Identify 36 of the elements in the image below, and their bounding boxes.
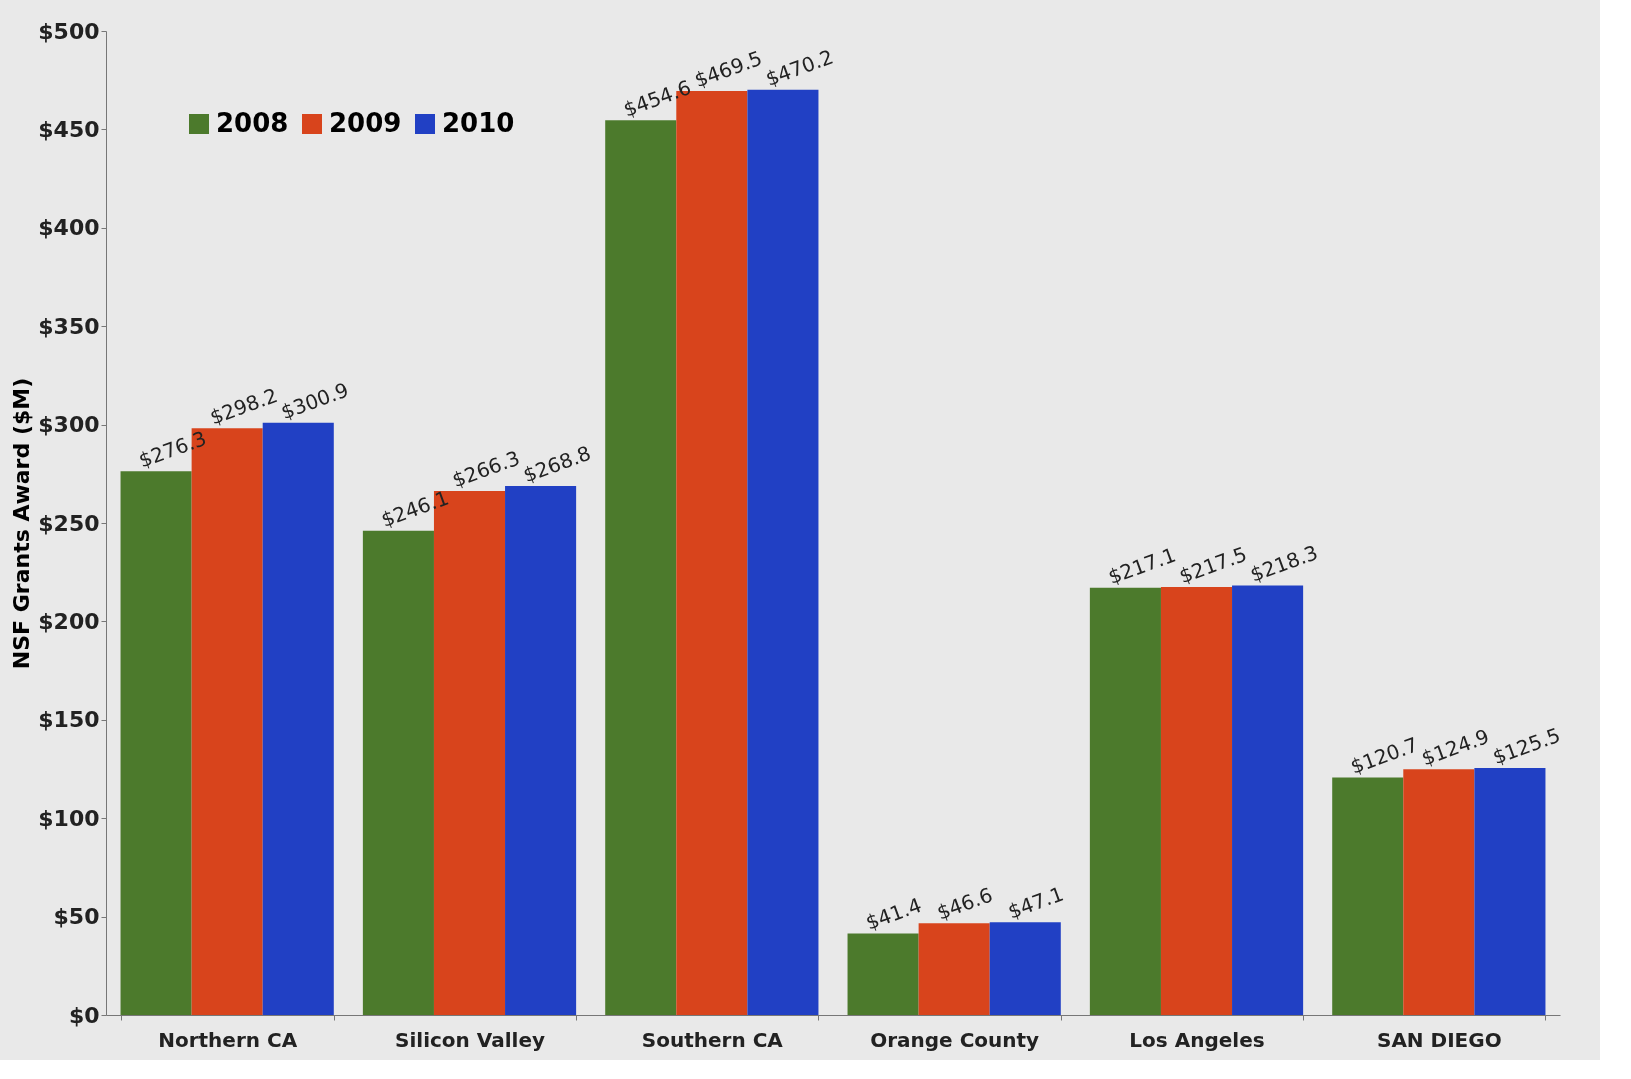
x-tick-label: Northern CA — [158, 1027, 298, 1052]
y-tick-label: $300 — [38, 412, 100, 438]
y-tick-label: $250 — [38, 510, 100, 536]
bar — [847, 933, 919, 1015]
bar — [1232, 585, 1304, 1015]
bar — [1332, 777, 1404, 1015]
y-tick-label: $100 — [38, 805, 100, 831]
data-label: $41.4 — [862, 892, 925, 935]
bar — [120, 471, 192, 1015]
x-tick-label: Southern CA — [641, 1027, 784, 1052]
legend-label: 2008 — [216, 108, 289, 138]
data-label: $47.1 — [1004, 881, 1067, 924]
y-tick-label: $0 — [68, 1002, 100, 1028]
bar — [747, 89, 819, 1015]
legend-label: 2009 — [329, 108, 402, 138]
x-tick-label: Silicon Valley — [395, 1027, 545, 1052]
legend-label: 2010 — [442, 108, 515, 138]
x-tick-label: Orange County — [870, 1027, 1040, 1052]
bar — [1160, 586, 1233, 1015]
y-tick-label: $350 — [38, 313, 100, 339]
bar — [989, 922, 1061, 1015]
bar — [362, 530, 434, 1015]
y-tick-label: $400 — [38, 215, 100, 241]
y-tick-label: $200 — [38, 608, 100, 634]
y-tick-label: $150 — [38, 707, 100, 733]
bar — [1474, 768, 1546, 1015]
y-axis-title: NSF Grants Award ($M) — [9, 377, 35, 670]
bar — [605, 120, 677, 1015]
bar — [1089, 587, 1161, 1015]
y-tick-label: $450 — [38, 116, 100, 142]
x-tick-label: Los Angeles — [1129, 1027, 1265, 1052]
y-tick-label: $500 — [38, 18, 100, 44]
data-label: $46.6 — [933, 882, 996, 925]
bar — [505, 486, 577, 1015]
x-tick-label: SAN DIEGO — [1376, 1027, 1502, 1052]
y-tick-label: $50 — [53, 904, 100, 930]
